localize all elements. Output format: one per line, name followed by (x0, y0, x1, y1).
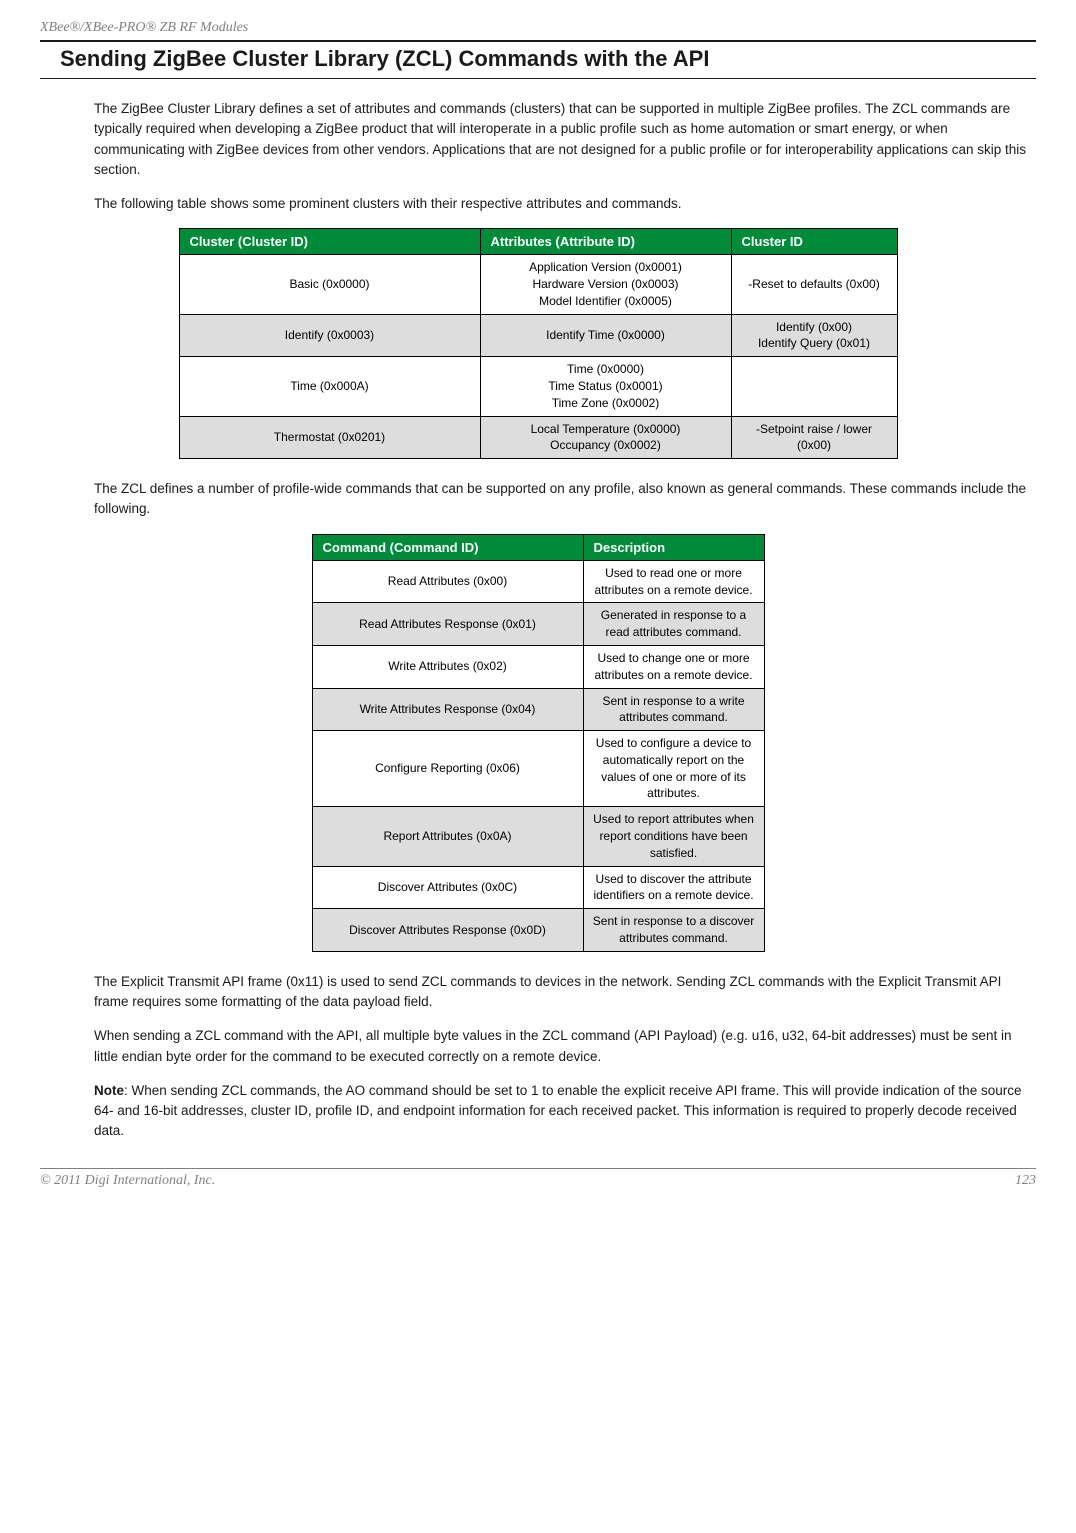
cell-command: Report Attributes (0x0A) (312, 807, 583, 866)
cell-description: Used to configure a device to automatica… (583, 731, 764, 807)
title-rule (40, 78, 1036, 79)
cell-cmd (731, 357, 897, 416)
col-command: Command (Command ID) (312, 534, 583, 560)
cell-cluster: Basic (0x0000) (179, 255, 480, 314)
table-row: Thermostat (0x0201)Local Temperature (0x… (179, 416, 897, 459)
cell-attributes: Application Version (0x0001)Hardware Ver… (480, 255, 731, 314)
col-cmd: Cluster ID (731, 229, 897, 255)
table-header-row: Cluster (Cluster ID) Attributes (Attribu… (179, 229, 897, 255)
table-row: Write Attributes Response (0x04)Sent in … (312, 688, 764, 731)
table-row: Time (0x000A)Time (0x0000)Time Status (0… (179, 357, 897, 416)
header-rule (40, 40, 1036, 42)
cell-attributes: Time (0x0000)Time Status (0x0001)Time Zo… (480, 357, 731, 416)
col-attributes: Attributes (Attribute ID) (480, 229, 731, 255)
section-title: Sending ZigBee Cluster Library (ZCL) Com… (60, 46, 1036, 72)
note-text: : When sending ZCL commands, the AO comm… (94, 1083, 1021, 1139)
paragraph-note: Note: When sending ZCL commands, the AO … (94, 1081, 1036, 1142)
cell-cmd: -Reset to defaults (0x00) (731, 255, 897, 314)
cell-command: Configure Reporting (0x06) (312, 731, 583, 807)
cell-command: Read Attributes Response (0x01) (312, 603, 583, 646)
command-table: Command (Command ID) Description Read At… (312, 534, 765, 952)
cell-description: Generated in response to a read attribut… (583, 603, 764, 646)
paragraph-intro: The ZigBee Cluster Library defines a set… (94, 99, 1036, 180)
cell-command: Write Attributes Response (0x04) (312, 688, 583, 731)
cluster-table: Cluster (Cluster ID) Attributes (Attribu… (179, 228, 898, 459)
table-row: Discover Attributes Response (0x0D)Sent … (312, 909, 764, 952)
note-label: Note (94, 1083, 124, 1098)
cell-attributes: Identify Time (0x0000) (480, 314, 731, 357)
header-product-line: XBee®/XBee-PRO® ZB RF Modules (40, 20, 1036, 36)
page-container: XBee®/XBee-PRO® ZB RF Modules Sending Zi… (0, 0, 1076, 1209)
col-cluster: Cluster (Cluster ID) (179, 229, 480, 255)
cell-description: Used to read one or more attributes on a… (583, 560, 764, 603)
cell-description: Used to discover the attribute identifie… (583, 866, 764, 909)
table-row: Basic (0x0000)Application Version (0x000… (179, 255, 897, 314)
cell-command: Read Attributes (0x00) (312, 560, 583, 603)
cell-cluster: Time (0x000A) (179, 357, 480, 416)
cell-command: Discover Attributes Response (0x0D) (312, 909, 583, 952)
cell-description: Used to change one or more attributes on… (583, 645, 764, 688)
table-row: Read Attributes Response (0x01)Generated… (312, 603, 764, 646)
cell-description: Sent in response to a discover attribute… (583, 909, 764, 952)
table-row: Report Attributes (0x0A)Used to report a… (312, 807, 764, 866)
paragraph-endian: When sending a ZCL command with the API,… (94, 1026, 1036, 1067)
cell-command: Discover Attributes (0x0C) (312, 866, 583, 909)
table-row: Read Attributes (0x00)Used to read one o… (312, 560, 764, 603)
table-row: Write Attributes (0x02)Used to change on… (312, 645, 764, 688)
cell-attributes: Local Temperature (0x0000)Occupancy (0x0… (480, 416, 731, 459)
page-footer: © 2011 Digi International, Inc. 123 (40, 1168, 1036, 1189)
cell-cmd: Identify (0x00)Identify Query (0x01) (731, 314, 897, 357)
table-row: Configure Reporting (0x06)Used to config… (312, 731, 764, 807)
cell-cluster: Identify (0x0003) (179, 314, 480, 357)
paragraph-table1-lead: The following table shows some prominent… (94, 194, 1036, 214)
paragraph-table2-lead: The ZCL defines a number of profile-wide… (94, 479, 1036, 520)
table-header-row: Command (Command ID) Description (312, 534, 764, 560)
table-row: Identify (0x0003)Identify Time (0x0000)I… (179, 314, 897, 357)
table-row: Discover Attributes (0x0C)Used to discov… (312, 866, 764, 909)
cell-command: Write Attributes (0x02) (312, 645, 583, 688)
paragraph-explicit-transmit: The Explicit Transmit API frame (0x11) i… (94, 972, 1036, 1013)
cell-description: Sent in response to a write attributes c… (583, 688, 764, 731)
cluster-table-body: Basic (0x0000)Application Version (0x000… (179, 255, 897, 459)
footer-page-number: 123 (1015, 1173, 1036, 1189)
command-table-body: Read Attributes (0x00)Used to read one o… (312, 560, 764, 951)
footer-copyright: © 2011 Digi International, Inc. (40, 1173, 215, 1189)
cell-cmd: -Setpoint raise / lower (0x00) (731, 416, 897, 459)
cell-description: Used to report attributes when report co… (583, 807, 764, 866)
cell-cluster: Thermostat (0x0201) (179, 416, 480, 459)
col-description: Description (583, 534, 764, 560)
